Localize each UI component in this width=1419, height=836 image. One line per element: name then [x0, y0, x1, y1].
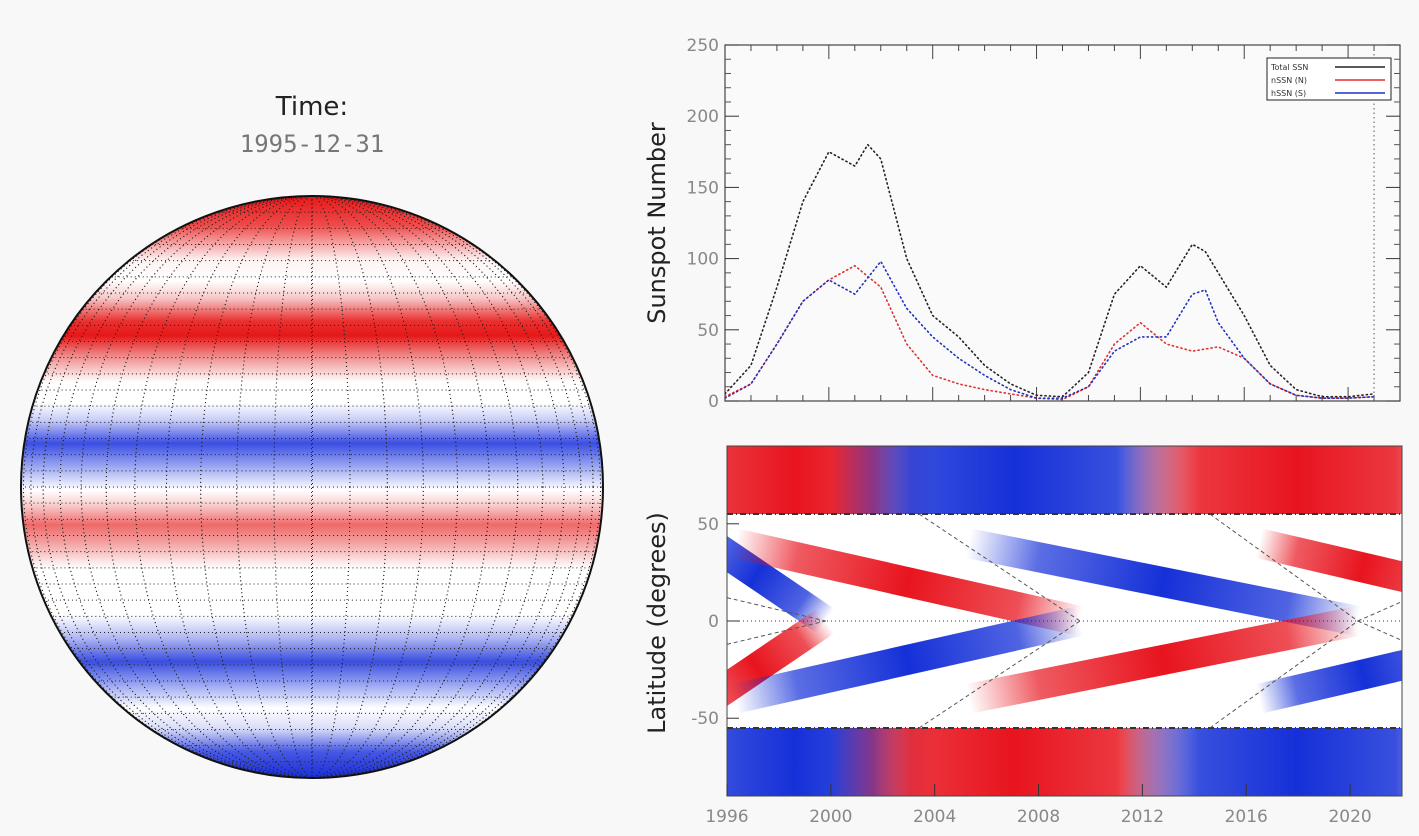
- wing-north-cycle-25: [1244, 528, 1402, 593]
- globe-longitude-line: [59, 196, 565, 778]
- sunspot-y-tick-label: 100: [687, 250, 719, 270]
- wing-guide-line: [726, 620, 826, 645]
- globe-longitude-line: [236, 196, 388, 778]
- butterfly-reference-lines: [726, 513, 1403, 729]
- globe-longitude-line: [22, 196, 602, 778]
- wing-north-cycle-22: [727, 535, 841, 636]
- sunspot-y-tick-label: 200: [687, 107, 719, 127]
- wing-north-cycle-24: [953, 528, 1373, 636]
- wing-guide-line: [1357, 601, 1403, 622]
- sunspot-series: [725, 143, 1375, 401]
- globe-longitude-line: [30, 196, 594, 778]
- globe-longitude-line: [42, 196, 582, 778]
- wing-guide-line: [1209, 620, 1359, 729]
- butterfly-chart: -50 0 50 1996 2000 2004 2008 2012 2016 2020 Lati…: [643, 445, 1403, 827]
- wing-guide-line: [918, 513, 1081, 622]
- sunspot-y-tick-label: 0: [708, 392, 719, 412]
- butterfly-heatmap: [727, 446, 1402, 796]
- wing-south-cycle-24: [953, 606, 1373, 714]
- polar-band-north: [1121, 446, 1402, 515]
- globe-longitude-line: [105, 196, 519, 778]
- butterfly-x-tick-label: 1996: [705, 807, 748, 827]
- legend-label-south: hSSN (S): [1271, 89, 1306, 98]
- wing-south-cycle-23: [727, 606, 1096, 714]
- butterfly-x-ticks: 1996 2000 2004 2008 2012 2016 2020: [705, 784, 1372, 827]
- total-ssn-line: [725, 143, 1375, 398]
- solar-globe: [20, 195, 604, 779]
- sunspot-y-tick-label: 150: [687, 178, 719, 198]
- butterfly-y-axis-label: Latitude (degrees): [643, 512, 671, 734]
- globe-fill: [21, 196, 603, 778]
- sunspot-legend: Total SSN nSSN (N) hSSN (S): [1266, 57, 1392, 101]
- globe-outline: [20, 195, 604, 779]
- polar-band-south: [1121, 727, 1402, 796]
- butterfly-x-tick-label: 2000: [809, 807, 852, 827]
- butterfly-x-tick-label: 2008: [1017, 807, 1060, 827]
- sunspot-y-tick-label: 50: [697, 321, 719, 341]
- wing-south-cycle-25: [1244, 649, 1402, 714]
- butterfly-y-tick-label: 50: [697, 515, 719, 535]
- wing-guide-line: [1209, 513, 1359, 622]
- butterfly-y-ticks: -50 0 50: [691, 515, 739, 729]
- sunspot-y-ticks: 0 50 100 150 200 250: [687, 36, 1400, 412]
- south-ssn-line: [725, 260, 1375, 399]
- sunspot-plot-frame: [724, 44, 1401, 402]
- globe-longitude-line: [311, 196, 313, 778]
- globe-longitude-line: [166, 196, 458, 778]
- butterfly-x-tick-label: 2012: [1121, 807, 1164, 827]
- wing-guide-line: [726, 597, 826, 622]
- sunspot-y-tick-label: 250: [687, 36, 719, 56]
- time-label: Time:: [275, 92, 348, 122]
- sunspot-y-axis-label: Sunspot Number: [643, 122, 671, 324]
- globe-grid: [21, 196, 603, 778]
- butterfly-x-tick-label: 2016: [1225, 807, 1268, 827]
- wing-guide-line: [1357, 620, 1403, 641]
- legend-label-north: nSSN (N): [1271, 76, 1307, 85]
- globe-longitude-line: [134, 196, 490, 778]
- butterfly-y-tick-label: -50: [691, 709, 719, 729]
- globe-longitude-line: [273, 196, 351, 778]
- legend-label-total: Total SSN: [1270, 63, 1308, 72]
- butterfly-x-tick-label: 2004: [913, 807, 956, 827]
- butterfly-x-tick-label: 2020: [1328, 807, 1371, 827]
- wing-north-cycle-23: [727, 528, 1096, 636]
- wing-guide-line: [918, 620, 1081, 729]
- wing-south-cycle-22: [727, 606, 841, 707]
- date-value: 1995-12-31: [240, 130, 385, 158]
- globe-longitude-line: [80, 196, 544, 778]
- sunspot-chart: 0 50 100 150 200 250 Total SSN nSSN (N) hSSN …: [643, 36, 1401, 412]
- butterfly-y-tick-label: 0: [708, 612, 719, 632]
